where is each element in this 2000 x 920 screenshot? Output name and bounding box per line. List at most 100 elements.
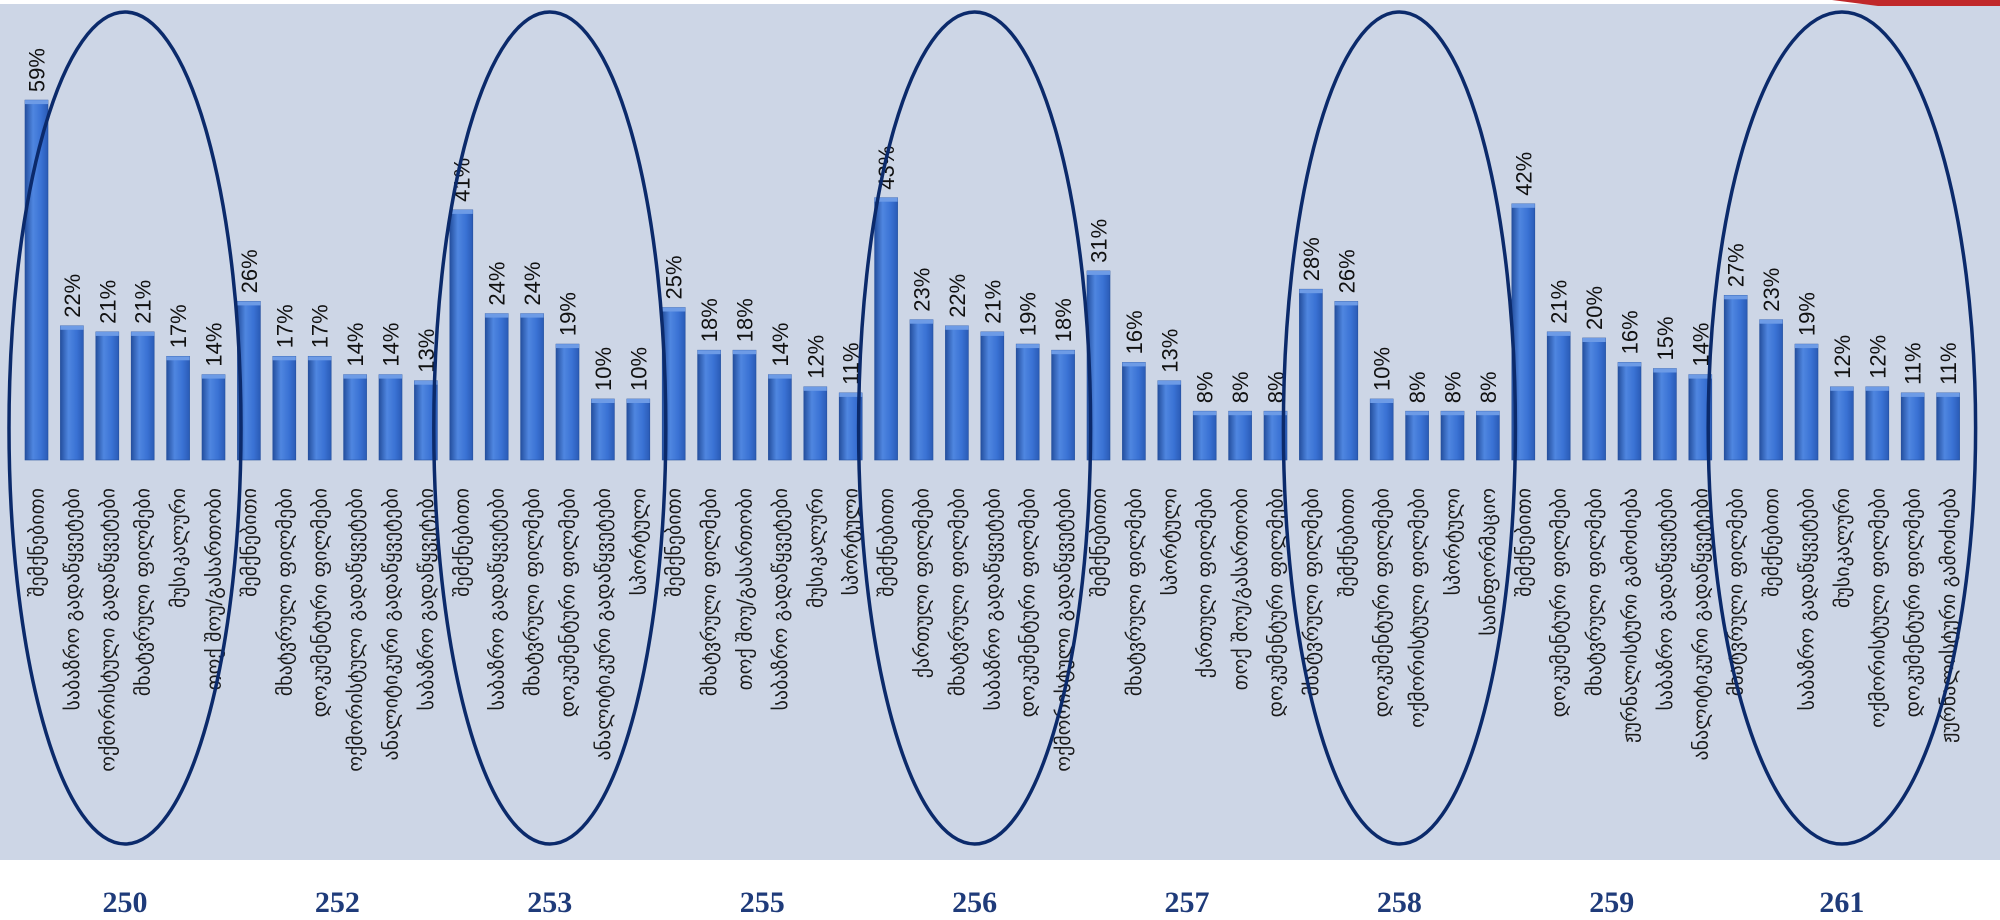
category-label: ოქმორისტული გადაწყვეტები — [343, 488, 367, 772]
category-label: საინფორმაციო — [1476, 488, 1500, 636]
bar-253-2 — [484, 313, 509, 461]
group-label-253: 253 — [527, 886, 572, 919]
value-label: 20% — [1582, 286, 1607, 330]
category-label: თოქ შოუ/გასართობი — [733, 488, 757, 690]
value-label: 18% — [697, 298, 722, 342]
bar-cap-253-4 — [556, 344, 579, 349]
bar-253-3 — [520, 313, 544, 461]
bar-cap-250-2 — [60, 325, 84, 330]
category-label: საბაზრო გადაწყვეტები — [768, 488, 792, 710]
bar-cap-261-6 — [1901, 392, 1925, 397]
bar-cap-252-6 — [414, 380, 438, 385]
category-label: დოკუმენტური ფილმები — [1547, 488, 1571, 717]
value-label: 14% — [379, 323, 404, 367]
bar-cap-257-3 — [1157, 380, 1181, 385]
value-label: 17% — [308, 304, 333, 348]
category-label: ანალიტიკური გადაწყვეტები — [379, 488, 403, 760]
category-label: საბაზრო გადაწყვეტები — [60, 488, 84, 710]
value-label: 10% — [626, 347, 651, 391]
category-label: მხატვრული ფილმები — [520, 488, 544, 696]
value-label: 31% — [1087, 219, 1112, 263]
value-label: 12% — [1830, 335, 1855, 379]
group-label-252: 252 — [315, 886, 360, 919]
value-label: 19% — [1016, 292, 1041, 336]
bar-cap-255-2 — [697, 350, 721, 355]
bar-cap-257-1 — [1087, 270, 1110, 275]
bar-258-2 — [1334, 301, 1359, 461]
group-label-257: 257 — [1165, 886, 1210, 919]
value-label: 27% — [1724, 243, 1749, 287]
bars-layer — [24, 99, 1960, 461]
group-label-258: 258 — [1377, 886, 1422, 919]
value-label: 16% — [1122, 310, 1147, 354]
bar-cap-250-5 — [166, 356, 190, 361]
bar-261-7 — [1936, 392, 1960, 461]
bar-cap-256-3 — [945, 325, 969, 330]
category-label: შემქნებითი — [1759, 488, 1783, 597]
value-label: 8% — [1441, 371, 1466, 403]
value-label: 11% — [1936, 342, 1961, 384]
value-label: 28% — [1299, 237, 1324, 281]
category-label: შემქნებითი — [237, 488, 261, 597]
bar-261-6 — [1900, 392, 1925, 461]
value-label: 42% — [1511, 152, 1536, 196]
category-label: საბაზრო გადაწყვეტები — [1653, 488, 1677, 710]
value-label: 21% — [1547, 280, 1572, 324]
value-label: 14% — [202, 323, 227, 367]
bar-cap-257-5 — [1228, 411, 1252, 416]
bar-257-2 — [1122, 362, 1146, 461]
bar-250-5 — [166, 355, 190, 461]
bar-256-1 — [874, 197, 898, 461]
bar-250-2 — [60, 325, 84, 461]
bar-252-5 — [378, 374, 403, 461]
bar-cap-253-1 — [449, 209, 473, 214]
bar-cap-258-4 — [1405, 411, 1429, 416]
highlight-ellipse-256 — [856, 10, 1093, 846]
category-label: მხატვრული ფილმები — [131, 488, 155, 696]
value-label: 26% — [237, 249, 262, 293]
value-label: 19% — [1795, 292, 1820, 336]
category-label: შემქნებითი — [449, 488, 473, 597]
value-label: 11% — [1901, 342, 1926, 384]
bar-cap-255-5 — [803, 386, 827, 391]
bar-253-1 — [449, 209, 474, 461]
bar-259-3 — [1582, 337, 1606, 461]
bar-cap-258-6 — [1476, 411, 1500, 416]
value-label: 59% — [25, 48, 50, 92]
category-label: დოკუმენტური ფილმები — [1016, 488, 1040, 717]
bar-cap-259-2 — [1547, 331, 1571, 336]
bar-cap-256-1 — [874, 197, 898, 202]
category-label: მხატვრული ფილმები — [697, 488, 721, 696]
category-label: ქართული ფილმები — [1193, 488, 1217, 678]
bar-cap-258-3 — [1370, 399, 1394, 403]
category-label: მუსიკალური — [803, 488, 827, 608]
bar-253-4 — [555, 343, 580, 461]
value-label: 17% — [272, 304, 297, 348]
value-label: 22% — [945, 274, 970, 318]
bar-259-4 — [1617, 362, 1642, 461]
highlight-ellipses — [7, 10, 1978, 846]
category-label: ქართული ფილმები — [910, 488, 934, 678]
bar-256-4 — [980, 331, 1005, 461]
value-label: 24% — [485, 262, 510, 306]
bar-cap-259-4 — [1618, 362, 1641, 367]
bar-261-5 — [1865, 386, 1890, 461]
category-label: მხატვრული ფილმები — [1724, 488, 1748, 696]
group-label-259: 259 — [1589, 886, 1634, 919]
category-label: მხატვრული ფილმები — [1582, 488, 1606, 696]
value-label: 23% — [1759, 268, 1784, 312]
value-label: 18% — [1051, 298, 1076, 342]
bar-cap-253-5 — [591, 399, 615, 403]
category-label: შემქნებითი — [1511, 488, 1535, 597]
bar-255-5 — [803, 386, 828, 461]
bar-cap-257-2 — [1122, 362, 1146, 367]
bar-cap-253-2 — [485, 313, 509, 318]
category-label: ჟურნალისტური გამოძიება — [1936, 488, 1960, 743]
category-label: დოკუმენტური ფილმები — [556, 488, 580, 717]
bar-cap-259-5 — [1653, 368, 1677, 373]
bar-cap-259-3 — [1582, 338, 1606, 342]
bar-250-4 — [130, 331, 155, 461]
value-label: 21% — [980, 280, 1005, 324]
bar-261-3 — [1794, 343, 1819, 461]
value-label: 12% — [803, 335, 828, 379]
